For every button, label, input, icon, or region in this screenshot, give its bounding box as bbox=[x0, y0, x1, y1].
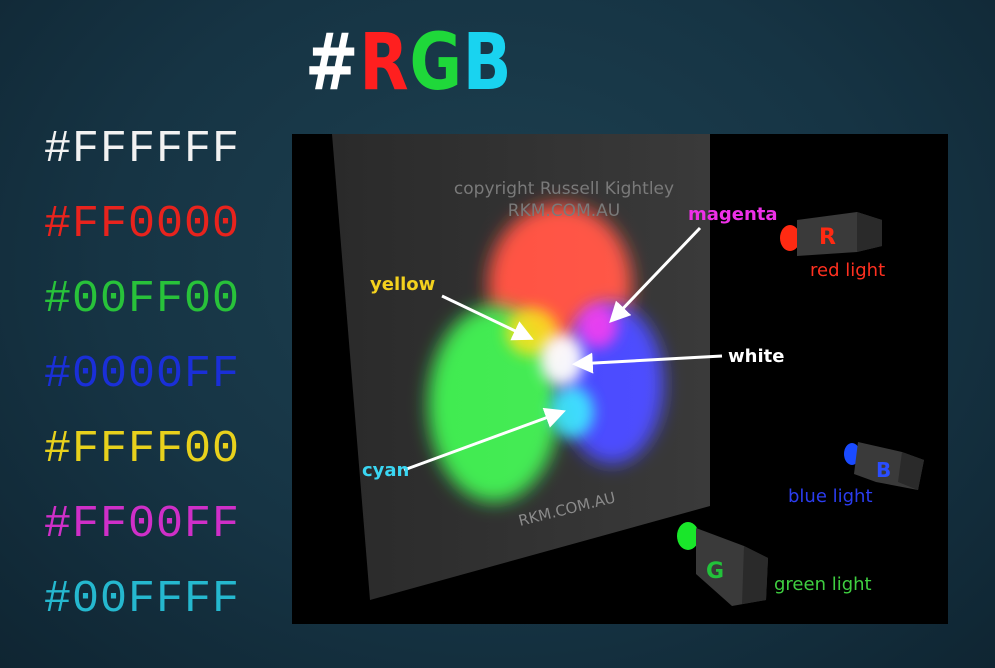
red-lens-icon bbox=[780, 225, 800, 251]
copyright-line-2: RKM.COM.AU bbox=[508, 201, 620, 221]
title-letter-r: R bbox=[359, 18, 410, 108]
hex-code-item: #00FFFF bbox=[44, 574, 241, 625]
hex-code-item: #FF0000 bbox=[44, 199, 241, 250]
green-lens-icon bbox=[677, 522, 699, 550]
hex-code-item: #0000FF bbox=[44, 349, 241, 400]
green-projector: G bbox=[677, 522, 768, 606]
red-projector: R bbox=[780, 212, 882, 256]
magenta-arrow bbox=[609, 226, 702, 324]
title-letter-g: G bbox=[409, 18, 463, 108]
red-projector-letter: R bbox=[819, 225, 836, 250]
cyan-label: cyan bbox=[362, 460, 409, 481]
pointer-arrows bbox=[403, 226, 723, 472]
green-light-caption: green light bbox=[774, 574, 872, 595]
rgb-light-illustration: copyright Russell Kightley RKM.COM.AU RK… bbox=[292, 134, 948, 624]
blue-projector-letter: B bbox=[876, 458, 891, 482]
blue-light-caption: blue light bbox=[788, 486, 873, 507]
hex-code-item: #00FF00 bbox=[44, 274, 241, 325]
hex-code-list: #FFFFFF #FF0000 #00FF00 #0000FF #FFFF00 … bbox=[44, 116, 240, 641]
magenta-label: magenta bbox=[688, 204, 778, 225]
green-projector-letter: G bbox=[706, 559, 724, 584]
page-title: #RGB bbox=[305, 18, 512, 108]
white-label: white bbox=[728, 346, 784, 367]
cyan-arrow bbox=[403, 407, 566, 472]
cyan-overlap bbox=[550, 386, 594, 438]
red-light-caption: red light bbox=[810, 260, 885, 281]
white-overlap bbox=[540, 334, 584, 386]
white-arrow bbox=[571, 352, 723, 374]
hex-code-item: #FF00FF bbox=[44, 499, 241, 550]
yellow-arrow bbox=[441, 294, 534, 341]
title-hash: # bbox=[305, 18, 360, 108]
yellow-label: yellow bbox=[370, 274, 435, 295]
magenta-overlap bbox=[578, 304, 618, 348]
title-letter-b: B bbox=[462, 18, 513, 108]
hex-code-item: #FFFF00 bbox=[44, 424, 241, 475]
copyright-line-1: copyright Russell Kightley bbox=[454, 179, 674, 199]
hex-code-item: #FFFFFF bbox=[44, 124, 241, 175]
blue-projector: B bbox=[844, 442, 924, 490]
